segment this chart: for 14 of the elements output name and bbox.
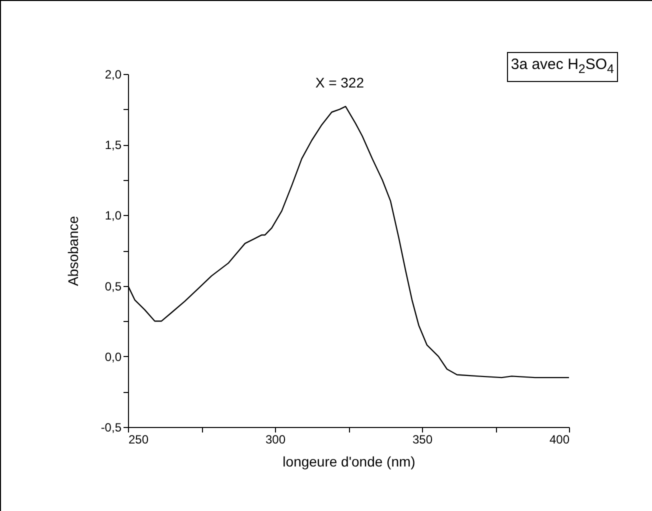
x-tick-label: 300 bbox=[265, 432, 286, 446]
y-axis-title: Absobance bbox=[64, 216, 81, 286]
y-tick-label: 2,0 bbox=[104, 68, 122, 82]
y-tick-label: 1,5 bbox=[104, 138, 122, 152]
annotation: X = 322 bbox=[315, 74, 364, 90]
x-tick-label: 250 bbox=[128, 432, 149, 446]
x-tick-label: 350 bbox=[412, 432, 433, 446]
annotation: 3a avec H$_{2}$SO$_{4}$ bbox=[506, 52, 618, 82]
y-tick-label: 1,0 bbox=[104, 208, 122, 223]
x-axis-title: longeure d'onde (nm) bbox=[282, 454, 416, 470]
y-tick-label: 0,5 bbox=[104, 279, 122, 294]
x-tick-label: 400 bbox=[549, 432, 570, 446]
y-tick-label: -0,5 bbox=[100, 420, 122, 434]
y-tick-label: 0,0 bbox=[104, 350, 122, 364]
